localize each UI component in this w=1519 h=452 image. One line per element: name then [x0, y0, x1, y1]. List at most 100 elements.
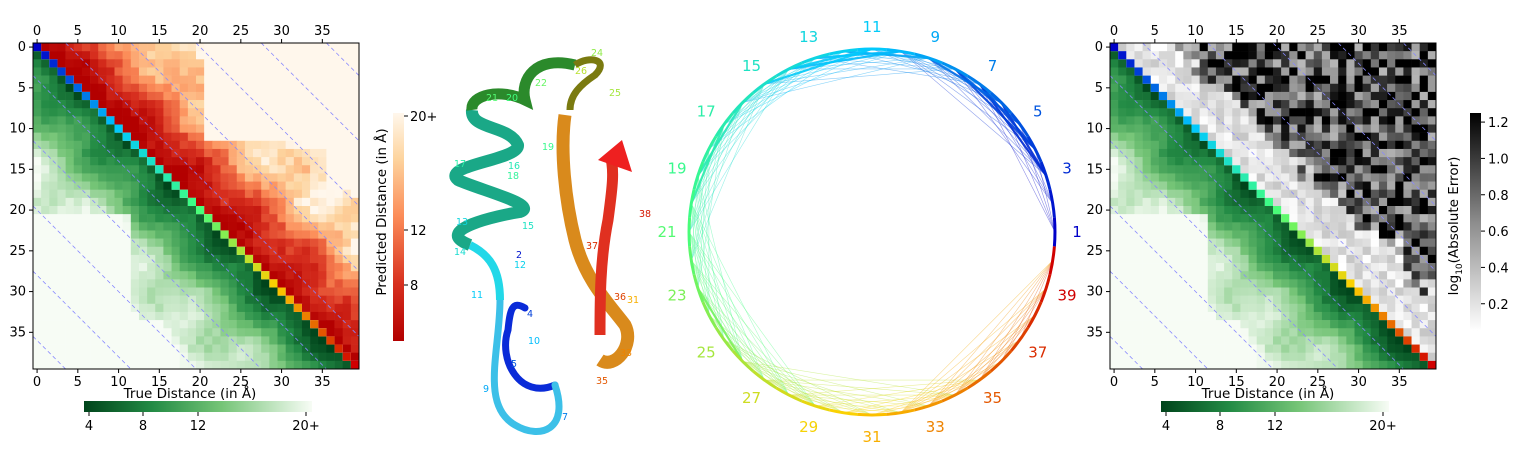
heatmap-cell: [1224, 181, 1233, 190]
heatmap-cell: [1256, 271, 1266, 280]
heatmap-cell: [350, 303, 360, 313]
heatmap-cell: [301, 116, 311, 125]
heatmap-cell: [277, 91, 286, 101]
heatmap-cell: [1289, 181, 1298, 190]
heatmap-cell: [1134, 344, 1143, 353]
heatmap-cell: [1126, 51, 1135, 60]
heatmap-cell: [1199, 124, 1209, 133]
heatmap-cell: [1338, 263, 1347, 272]
heatmap-cell: [1411, 43, 1420, 52]
heatmap-cell: [1281, 263, 1290, 272]
contact-chord: [843, 394, 956, 413]
heatmap-cell: [1297, 91, 1306, 101]
heatmap-cell: [1403, 246, 1412, 256]
heatmap-cell: [1199, 173, 1209, 182]
heatmap-cell: [171, 360, 180, 370]
contact-chord: [742, 51, 844, 103]
heatmap-cell: [187, 148, 197, 158]
heatmap-cell: [244, 271, 254, 280]
heatmap-cell: [90, 59, 99, 68]
heatmap-cell: [277, 206, 286, 215]
heatmap-cell: [179, 108, 189, 117]
heatmap-cell: [163, 181, 172, 190]
heatmap-cell: [1403, 51, 1412, 60]
heatmap-cell: [73, 336, 83, 345]
heatmap-cell: [171, 189, 180, 199]
heatmap-cell: [212, 173, 221, 182]
heatmap-cell: [1354, 140, 1363, 150]
heatmap-cell: [73, 91, 83, 101]
heatmap-cell: [81, 140, 91, 150]
heatmap-cell: [1199, 360, 1209, 370]
heatmap-cell: [1427, 140, 1437, 150]
heatmap-cell: [1224, 100, 1233, 109]
heatmap-cell: [187, 206, 197, 215]
heatmap-cell: [196, 214, 205, 223]
contact-chord: [928, 57, 1047, 176]
heatmap-cell: [138, 116, 148, 125]
contact-chord: [691, 260, 725, 340]
heatmap-cell: [220, 132, 229, 142]
contact-chord: [691, 260, 765, 381]
heatmap-cell: [1199, 83, 1209, 93]
heatmap-cell: [90, 43, 99, 52]
heatmap-cell: [1419, 336, 1429, 345]
heatmap-cell: [277, 238, 286, 248]
heatmap-cell: [1346, 173, 1355, 182]
heatmap-cell: [187, 91, 197, 101]
heatmap-cell: [1224, 43, 1233, 52]
heatmap-cell: [1273, 279, 1282, 288]
heatmap-cell: [147, 263, 156, 272]
heatmap-cell: [204, 271, 213, 280]
heatmap-cell: [1362, 352, 1372, 362]
heatmap-cell: [318, 320, 327, 329]
heatmap-cell: [1338, 197, 1347, 207]
heatmap-cell: [228, 140, 238, 150]
heatmap-cell: [310, 59, 319, 68]
residue-arc: [857, 47, 887, 52]
heatmap-cell: [1199, 254, 1209, 264]
heatmap-cell: [1207, 230, 1217, 239]
heatmap-cell: [187, 59, 197, 68]
bottom-tick-label: 10: [110, 375, 127, 390]
heatmap-cell: [1387, 148, 1396, 158]
residue-arc: [914, 52, 943, 65]
heatmap-cell: [130, 148, 140, 158]
heatmap-cell: [1330, 230, 1339, 239]
bottom-tick-label: 15: [151, 375, 168, 390]
heatmap-cell: [301, 254, 311, 264]
heatmap-cell: [1118, 287, 1127, 296]
heatmap-cell: [1403, 271, 1412, 280]
heatmap-cell: [318, 263, 327, 272]
heatmap-cell: [326, 328, 335, 337]
contact-chord: [928, 288, 1047, 407]
heatmap-cell: [1321, 320, 1331, 329]
heatmap-cell: [41, 320, 50, 329]
heatmap-cell: [163, 189, 172, 199]
heatmap-cell: [1321, 197, 1331, 207]
contact-chord: [764, 47, 873, 85]
heatmap-cell: [130, 311, 140, 321]
heatmap-cell: [1215, 287, 1225, 296]
heatmap-cell: [253, 116, 262, 125]
heatmap-cell: [277, 328, 286, 337]
left-tick-label: 5: [1095, 81, 1103, 96]
heatmap-cell: [1150, 148, 1160, 158]
heatmap-cell: [301, 75, 311, 85]
heatmap-cell: [1403, 360, 1412, 370]
heatmap-cell: [1419, 311, 1429, 321]
left-tick-label: 30: [1086, 285, 1103, 300]
heatmap-cell: [1232, 189, 1241, 199]
heatmap-cell: [1387, 51, 1396, 60]
heatmap-cell: [1199, 197, 1209, 207]
heatmap-cell: [244, 246, 254, 256]
residue-arc: [714, 326, 734, 352]
residue-arc: [1048, 246, 1056, 276]
heatmap-cell: [1411, 206, 1420, 215]
heatmap-cell: [1411, 83, 1420, 93]
heatmap-cell: [1118, 311, 1127, 321]
diagonal-cell: [138, 148, 148, 158]
heatmap-cell: [1427, 51, 1437, 60]
heatmap-cell: [196, 124, 205, 133]
